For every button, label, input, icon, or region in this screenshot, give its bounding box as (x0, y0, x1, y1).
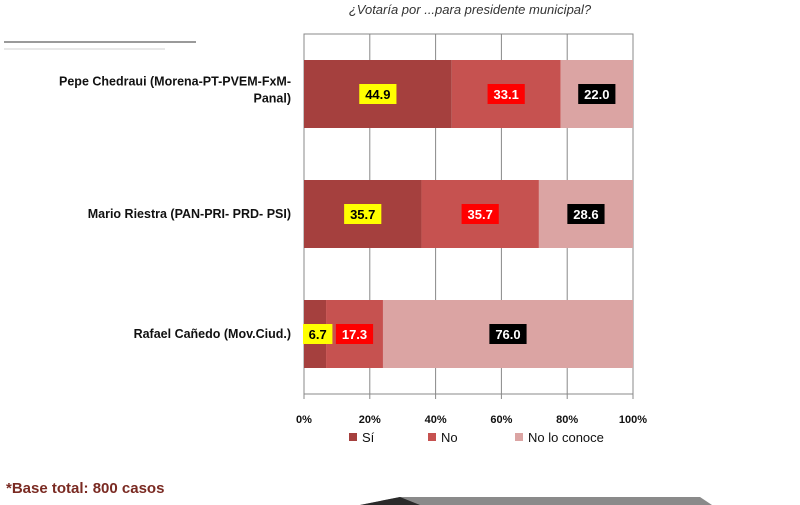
legend-label: No lo conoce (528, 430, 604, 445)
data-label: 33.1 (494, 87, 519, 102)
x-tick-label: 20% (359, 414, 381, 426)
data-label: 28.6 (573, 207, 598, 222)
legend-swatch (428, 433, 436, 441)
data-label: 76.0 (495, 327, 520, 342)
data-label: 17.3 (342, 327, 367, 342)
chart-question: ¿Votaría por ...para presidente municipa… (348, 2, 592, 17)
x-tick-label: 60% (490, 414, 512, 426)
base-note: *Base total: 800 casos (6, 480, 165, 497)
legend-swatch (515, 433, 523, 441)
x-tick-label: 0% (296, 414, 312, 426)
data-label: 35.7 (468, 207, 493, 222)
category-label: Pepe Chedraui (Morena-PT-PVEM-FxM- (59, 75, 291, 89)
x-tick-label: 80% (556, 414, 578, 426)
category-label: Rafael Cañedo (Mov.Ciud.) (134, 327, 291, 341)
data-label-box (461, 204, 499, 224)
x-tick-label: 100% (619, 414, 647, 426)
legend-swatch (349, 433, 357, 441)
data-label-box (567, 204, 605, 224)
data-label: 35.7 (350, 207, 375, 222)
category-label: Mario Riestra (PAN-PRI- PRD- PSI) (88, 207, 291, 221)
data-label: 44.9 (365, 87, 390, 102)
data-label-box (489, 324, 527, 344)
data-label-box (303, 324, 333, 344)
category-label: Panal) (253, 92, 291, 106)
data-label-box (578, 84, 616, 104)
data-label-box (344, 204, 382, 224)
data-label-box (335, 324, 374, 344)
x-tick-label: 40% (425, 414, 447, 426)
decorative-divider (4, 41, 196, 50)
stacked-bar-chart: 0% 20% 40% 60% 80% 100% 44.9 33.1 22.0 Pepe Chedr… (59, 33, 647, 445)
data-label-box (487, 84, 525, 104)
data-label: 6.7 (309, 327, 327, 342)
footer-decoration (360, 497, 712, 505)
data-label: 22.0 (584, 87, 609, 102)
data-label-box (359, 84, 397, 104)
legend-label: Sí (362, 430, 375, 445)
legend-label: No (441, 430, 458, 445)
